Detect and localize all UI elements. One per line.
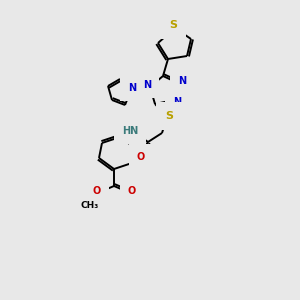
Text: HN: HN (122, 126, 138, 136)
Text: CH₃: CH₃ (81, 202, 99, 211)
Text: N: N (143, 80, 151, 90)
Text: O: O (137, 152, 145, 162)
Text: O: O (93, 186, 101, 196)
Text: S: S (165, 111, 173, 121)
Text: S: S (169, 20, 177, 30)
Text: N: N (128, 83, 136, 93)
Text: N: N (173, 97, 181, 107)
Text: O: O (128, 186, 136, 196)
Text: N: N (178, 76, 186, 86)
